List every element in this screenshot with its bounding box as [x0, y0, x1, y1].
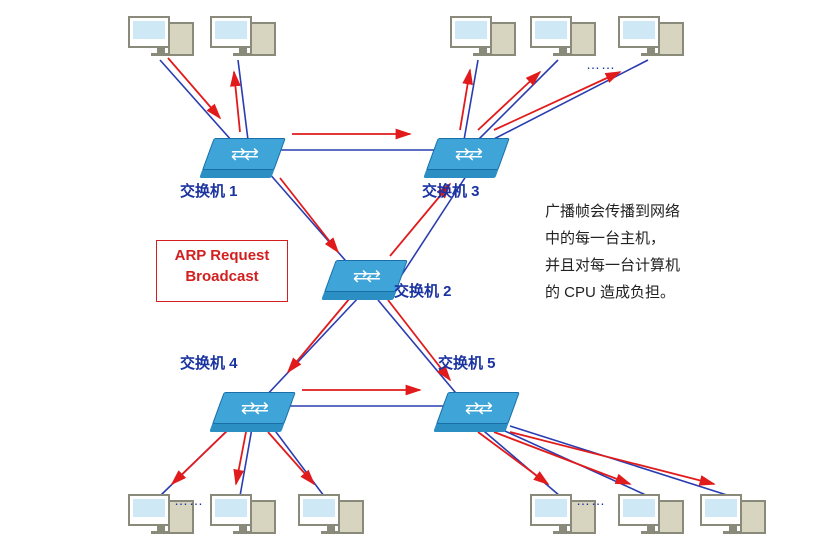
wire: [510, 426, 730, 496]
pc-icon: [700, 494, 766, 534]
switch-label: 交换机 1: [180, 180, 238, 201]
broadcast-arrow: [234, 72, 240, 132]
switch-label: 交换机 5: [438, 352, 496, 373]
switch-icon: ⇄⇄: [426, 138, 510, 170]
broadcast-arrow: [168, 58, 220, 118]
wire: [464, 60, 478, 140]
ellipsis-dots: ……: [174, 492, 204, 508]
broadcast-arrow: [478, 72, 540, 130]
wire: [240, 428, 252, 496]
switch-icon: ⇄⇄: [212, 392, 296, 424]
pc-icon: [298, 494, 364, 534]
switch-label: 交换机 4: [180, 352, 238, 373]
pc-icon: [128, 16, 194, 56]
switch-label: 交换机 3: [422, 180, 480, 201]
switch-icon: ⇄⇄: [436, 392, 520, 424]
broadcast-arrow: [288, 298, 350, 372]
switch-label: 交换机 2: [394, 280, 452, 301]
pc-icon: [530, 16, 596, 56]
arp-line1: ARP Request: [157, 245, 287, 266]
wire: [478, 60, 558, 140]
diagram-canvas: ⇄⇄交换机 1⇄⇄交换机 2⇄⇄交换机 3⇄⇄交换机 4⇄⇄交换机 5………………: [0, 0, 818, 560]
broadcast-arrow: [172, 430, 228, 484]
wire: [378, 300, 460, 398]
pc-icon: [618, 16, 684, 56]
pc-icon: [618, 494, 684, 534]
wire: [160, 60, 240, 150]
arp-line2: Broadcast: [157, 266, 287, 287]
ellipsis-dots: ……: [576, 492, 606, 508]
broadcast-arrow: [460, 70, 470, 130]
wire: [492, 60, 648, 140]
arp-request-box: ARP Request Broadcast: [156, 240, 288, 302]
broadcast-arrow: [268, 432, 314, 484]
broadcast-arrow: [494, 72, 620, 130]
wire: [270, 424, 324, 496]
ellipsis-dots: ……: [586, 56, 616, 72]
pc-icon: [210, 16, 276, 56]
description-text: 广播帧会传播到网络 中的每一台主机， 并且对每一台计算机 的 CPU 造成负担。: [545, 198, 680, 306]
switch-icon: ⇄⇄: [202, 138, 286, 170]
pc-icon: [210, 494, 276, 534]
broadcast-arrow: [236, 432, 246, 484]
broadcast-arrow: [280, 178, 338, 252]
pc-icon: [450, 16, 516, 56]
wire: [264, 296, 360, 398]
